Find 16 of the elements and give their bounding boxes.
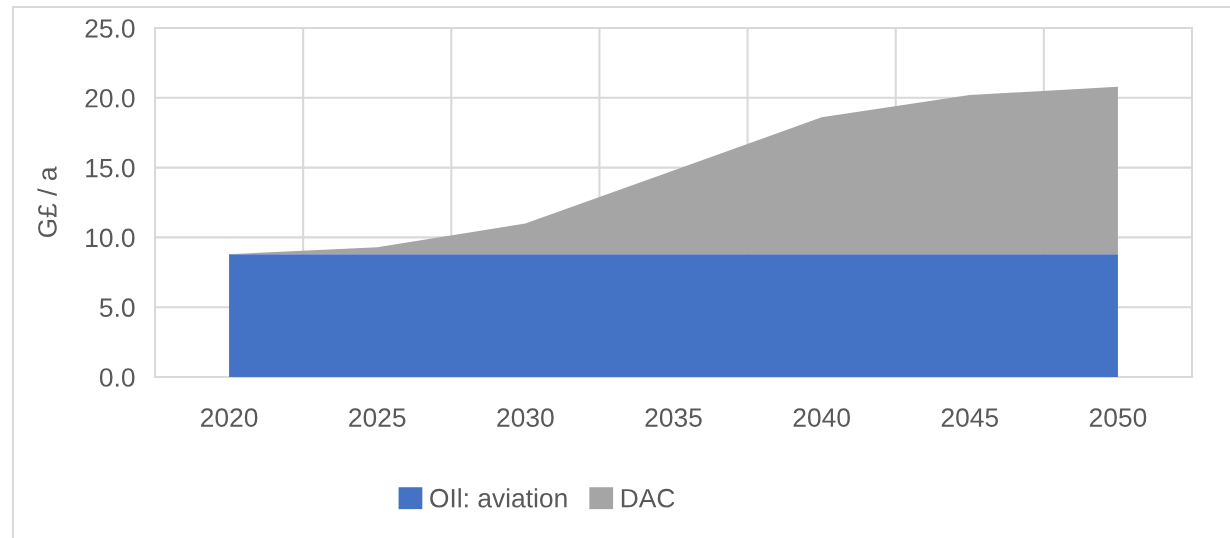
- x-tick-label: 2035: [645, 408, 702, 427]
- y-tick-label: 0.0: [99, 368, 135, 387]
- x-tick-label: 2025: [349, 408, 406, 427]
- y-tick-label: 15.0: [86, 158, 135, 178]
- y-tick-label: 25.0: [85, 19, 135, 38]
- x-tick-label: 2020: [201, 408, 258, 427]
- legend-label: DAC: [621, 488, 675, 508]
- legend-label: OIl: aviation: [430, 488, 567, 508]
- x-tick-label: 2050: [1089, 408, 1147, 427]
- y-axis-title: G£ / a: [37, 166, 57, 238]
- x-tick-label: 2030: [497, 408, 554, 427]
- x-tick-label: 2045: [941, 408, 999, 427]
- x-tick-label: 2040: [793, 408, 850, 427]
- y-tick-label: 10.0: [86, 228, 135, 248]
- y-tick-label: 20.0: [85, 88, 135, 108]
- y-tick-label: 5.0: [99, 298, 135, 318]
